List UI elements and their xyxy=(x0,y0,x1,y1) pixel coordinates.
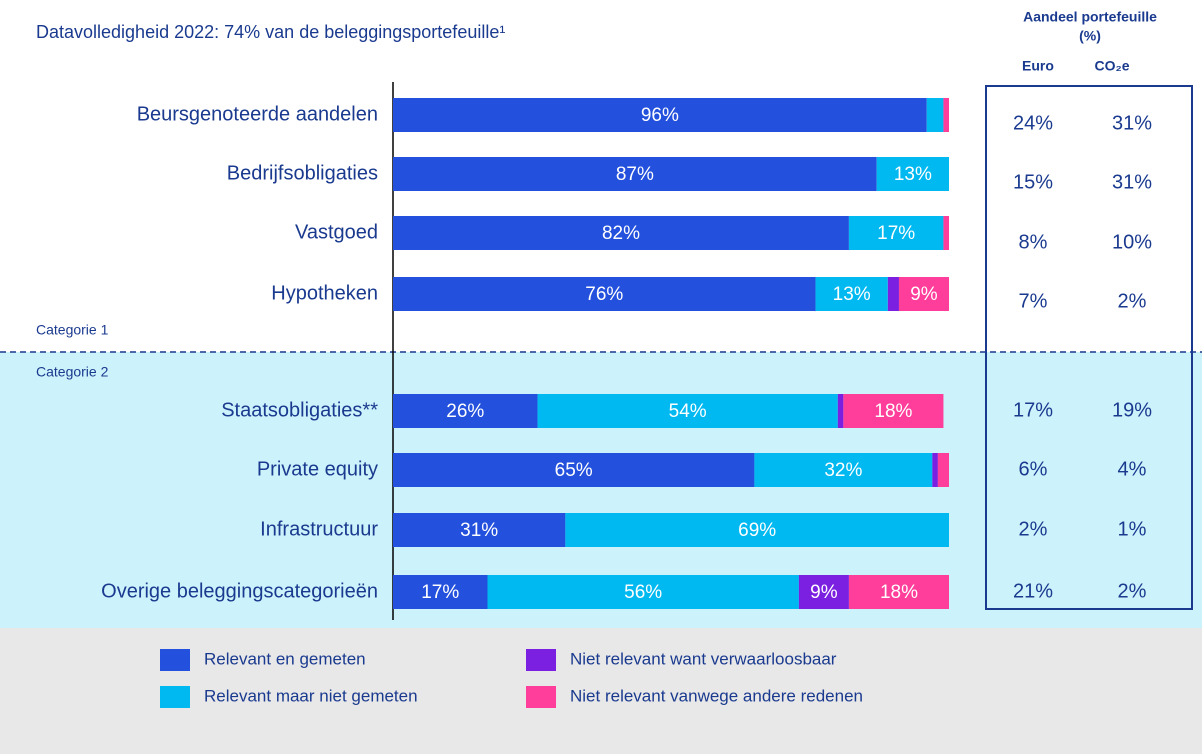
bar-segment xyxy=(393,513,566,547)
value-label: 96% xyxy=(641,105,679,126)
legend-label: Relevant en gemeten xyxy=(204,649,366,668)
value-label: 26% xyxy=(446,401,484,422)
table-cell: 7% xyxy=(1019,290,1048,312)
bar-segment xyxy=(848,575,949,609)
bar-segment xyxy=(937,453,949,487)
bar-segment xyxy=(393,98,927,132)
legend-swatch xyxy=(526,649,556,671)
group-label: Categorie 2 xyxy=(36,364,109,380)
value-label: 54% xyxy=(669,401,707,422)
table-frame xyxy=(985,85,1193,610)
bar-segment xyxy=(943,98,949,132)
value-label: 31% xyxy=(460,520,498,541)
value-label: 56% xyxy=(624,582,662,603)
y-tick-label: Hypotheken xyxy=(271,282,378,304)
bar-segment xyxy=(487,575,799,609)
bar-segment xyxy=(565,513,949,547)
table-cell: 2% xyxy=(1019,518,1048,540)
table-column: CO₂e xyxy=(1094,58,1129,74)
legend-label: Relevant maar niet gemeten xyxy=(204,686,418,705)
value-label: 82% xyxy=(602,223,640,244)
table-cell: 24% xyxy=(1013,112,1053,134)
table-cell: 4% xyxy=(1118,458,1147,480)
value-label: 13% xyxy=(833,284,871,305)
table-cell: 1% xyxy=(1118,518,1147,540)
legend-swatch xyxy=(160,686,190,708)
bar-segment xyxy=(393,394,538,428)
bar-segment xyxy=(393,216,849,250)
table-cell: 31% xyxy=(1112,112,1152,134)
y-tick-label: Staatsobligaties** xyxy=(221,399,378,421)
table-cell: 17% xyxy=(1013,399,1053,421)
value-label: 9% xyxy=(810,582,838,603)
y-tick-label: Infrastructuur xyxy=(260,518,378,540)
bar-segment xyxy=(943,216,949,250)
bar-segment xyxy=(848,216,944,250)
value-label: 65% xyxy=(555,460,593,481)
bar-segment xyxy=(815,277,888,311)
table-header: Aandeel portefeuille xyxy=(1023,9,1157,25)
legend-label: Niet relevant vanwege andere redenen xyxy=(570,686,863,705)
table-cell: 19% xyxy=(1112,399,1152,421)
bar-segment xyxy=(876,157,949,191)
bar-segment xyxy=(393,575,488,609)
y-tick-label: Bedrijfsobligaties xyxy=(227,162,378,184)
bar-segment xyxy=(932,453,938,487)
bar-segment xyxy=(393,157,877,191)
y-tick-label: Beursgenoteerde aandelen xyxy=(137,103,378,125)
table-cell: 2% xyxy=(1118,290,1147,312)
bar-segment xyxy=(843,394,944,428)
value-label: 9% xyxy=(910,284,938,305)
bar-segment xyxy=(393,277,816,311)
table-cell: 21% xyxy=(1013,580,1053,602)
bar-segment xyxy=(798,575,849,609)
table-cell: 10% xyxy=(1112,231,1152,253)
table-unit: (%) xyxy=(1079,28,1101,44)
bar-segment xyxy=(926,98,944,132)
chart-title: Datavolledigheid 2022: 74% van de belegg… xyxy=(36,22,505,42)
bar-segment xyxy=(837,394,844,428)
y-tick-label: Private equity xyxy=(257,458,378,480)
legend-swatch xyxy=(526,686,556,708)
bar-segment xyxy=(393,453,755,487)
value-label: 17% xyxy=(421,582,459,603)
table-cell: 15% xyxy=(1013,171,1053,193)
value-label: 32% xyxy=(824,460,862,481)
table-column: Euro xyxy=(1022,58,1054,74)
legend-band xyxy=(0,628,1202,754)
table-cell: 2% xyxy=(1118,580,1147,602)
legend-label: Niet relevant want verwaarloosbaar xyxy=(570,649,837,668)
value-label: 17% xyxy=(877,223,915,244)
value-label: 18% xyxy=(880,582,918,603)
value-label: 76% xyxy=(585,284,623,305)
bar-segment xyxy=(537,394,838,428)
bar-segment xyxy=(754,453,933,487)
value-label: 18% xyxy=(874,401,912,422)
bar-segment xyxy=(887,277,899,311)
y-tick-label: Overige beleggingscategorieën xyxy=(101,580,378,602)
table-cell: 31% xyxy=(1112,171,1152,193)
y-tick-label: Vastgoed xyxy=(295,221,378,243)
value-label: 87% xyxy=(616,164,654,185)
legend-swatch xyxy=(160,649,190,671)
table-cell: 8% xyxy=(1019,231,1048,253)
bar-segment xyxy=(898,277,949,311)
table-cell: 6% xyxy=(1019,458,1048,480)
value-label: 13% xyxy=(894,164,932,185)
value-label: 69% xyxy=(738,520,776,541)
group-label: Categorie 1 xyxy=(36,322,109,338)
